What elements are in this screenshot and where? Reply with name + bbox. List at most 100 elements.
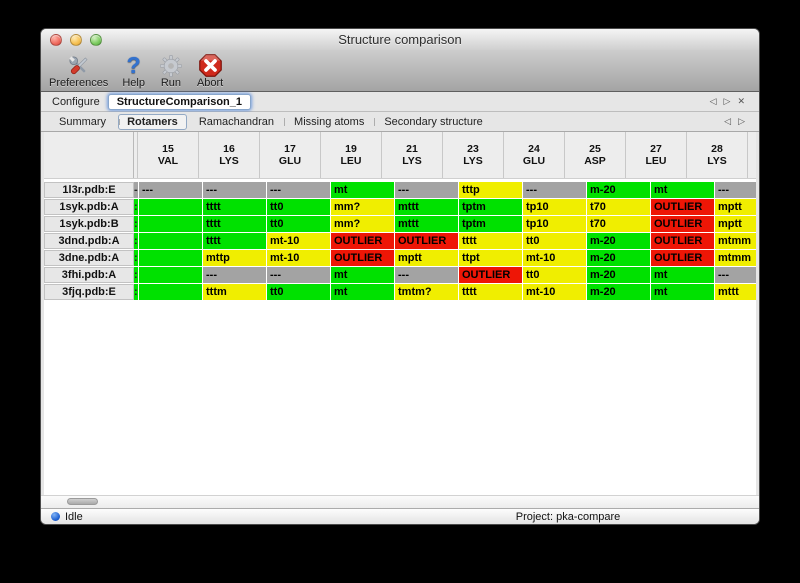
rotamer-cell[interactable]: --- — [715, 267, 756, 283]
rotamer-cell[interactable]: m-20 — [587, 250, 650, 266]
rotamer-cell[interactable]: tptm — [459, 199, 522, 215]
rotamer-cell[interactable]: tt0 — [523, 267, 586, 283]
rotamer-cell[interactable]: --- — [267, 267, 330, 283]
prev-config-icon[interactable]: ◁ — [709, 96, 717, 106]
rotamer-cell[interactable]: tttm — [203, 284, 266, 300]
rotamer-cell[interactable]: tttt — [459, 233, 522, 249]
tab-missing-atoms[interactable]: Missing atoms — [284, 114, 374, 130]
next-config-icon[interactable]: ▷ — [723, 96, 731, 106]
rotamer-cell[interactable]: --- — [395, 182, 458, 198]
rotamer-cell[interactable]: tttt — [203, 216, 266, 232]
rotamer-cell[interactable]: OUTLIER — [395, 233, 458, 249]
zoom-window-button[interactable] — [90, 33, 102, 46]
rotamer-cell[interactable]: mttt — [715, 284, 756, 300]
tab-secondary-structure[interactable]: Secondary structure — [374, 114, 492, 130]
horizontal-scrollbar[interactable] — [41, 495, 759, 508]
rotamer-cell[interactable]: mt — [331, 284, 394, 300]
rotamer-cell[interactable]: tttt — [203, 233, 266, 249]
rotamer-cell[interactable]: tt0 — [523, 233, 586, 249]
rotamer-cell[interactable]: mt-10 — [267, 250, 330, 266]
rotamer-cell[interactable]: tt0 — [267, 284, 330, 300]
column-header[interactable]: 27 LEU — [626, 132, 687, 178]
rotamer-cell[interactable]: m-20 — [587, 233, 650, 249]
rotamer-cell[interactable]: tptm — [459, 216, 522, 232]
configuration-name-field[interactable]: StructureComparison_1 — [107, 93, 252, 110]
tab-ramachandran[interactable]: Ramachandran — [198, 115, 275, 128]
rotamer-cell[interactable]: mt-10 — [267, 233, 330, 249]
rotamer-cell[interactable]: m-20 — [587, 182, 650, 198]
rotamer-cell[interactable]: mt-10 — [523, 284, 586, 300]
row-label[interactable]: 1l3r.pdb:E — [44, 182, 134, 198]
rotamer-cell[interactable]: --- — [523, 182, 586, 198]
rotamer-cell[interactable]: OUTLIER — [651, 199, 714, 215]
rotamer-cell[interactable]: OUTLIER — [331, 233, 394, 249]
rotamer-cell[interactable]: t70 — [587, 199, 650, 215]
rotamer-cell[interactable] — [139, 199, 202, 215]
column-header[interactable]: 21 LYS — [382, 132, 443, 178]
abort-button[interactable]: Abort — [197, 53, 223, 89]
column-header[interactable]: 25 ASP — [565, 132, 626, 178]
next-tab-icon[interactable]: ▷ — [738, 116, 745, 126]
rotamer-cell[interactable]: m-20 — [587, 267, 650, 283]
rotamer-cell[interactable]: mt — [651, 182, 714, 198]
help-button[interactable]: ? Help — [122, 53, 145, 89]
rotamer-cell[interactable]: OUTLIER — [651, 233, 714, 249]
rotamer-cell[interactable]: mm? — [331, 199, 394, 215]
rotamer-cell[interactable]: tp10 — [523, 199, 586, 215]
rotamer-cell[interactable]: OUTLIER — [459, 267, 522, 283]
rotamer-cell[interactable]: mt — [331, 267, 394, 283]
column-header[interactable]: 28 LYS — [687, 132, 748, 178]
column-header[interactable]: 24 GLU — [504, 132, 565, 178]
rotamer-cell[interactable] — [139, 267, 202, 283]
rotamer-cell[interactable]: ttpt — [459, 250, 522, 266]
column-header[interactable]: 15 VAL — [138, 132, 199, 178]
rotamer-cell[interactable]: mt — [651, 284, 714, 300]
close-window-button[interactable] — [50, 33, 62, 46]
rotamer-cell[interactable]: mptt — [715, 216, 756, 232]
rotamer-cell[interactable]: OUTLIER — [331, 250, 394, 266]
rotamer-cell[interactable]: tttt — [459, 284, 522, 300]
tab-summary[interactable]: Summary — [59, 115, 107, 128]
rotamer-cell[interactable]: OUTLIER — [651, 250, 714, 266]
scrollbar-thumb[interactable] — [67, 498, 98, 505]
rotamer-cell[interactable]: --- — [203, 267, 266, 283]
rotamer-cell[interactable]: tt0 — [267, 216, 330, 232]
rotamer-cell[interactable]: tp10 — [523, 216, 586, 232]
rotamer-cell[interactable]: tmtm? — [395, 284, 458, 300]
row-label[interactable]: 3fhi.pdb:A — [44, 267, 134, 283]
prev-tab-icon[interactable]: ◁ — [724, 116, 732, 126]
rotamer-cell[interactable]: mtmm — [715, 233, 756, 249]
rotamer-cell[interactable]: mptt — [715, 199, 756, 215]
rotamer-cell[interactable]: mptt — [395, 250, 458, 266]
rotamer-cell[interactable] — [139, 250, 202, 266]
rotamer-cell[interactable]: mttt — [395, 199, 458, 215]
rotamer-cell[interactable]: --- — [267, 182, 330, 198]
rotamer-cell[interactable]: --- — [139, 182, 202, 198]
rotamer-cell[interactable]: t70 — [587, 216, 650, 232]
rotamer-cell[interactable]: mt — [331, 182, 394, 198]
preferences-button[interactable]: Preferences — [49, 53, 108, 89]
title-bar[interactable]: Structure comparison — [41, 29, 759, 50]
close-config-icon[interactable]: ✕ — [737, 96, 745, 106]
column-header[interactable]: 17 GLU — [260, 132, 321, 178]
rotamer-cell[interactable]: --- — [395, 267, 458, 283]
column-header[interactable]: 23 LYS — [443, 132, 504, 178]
row-label[interactable]: 1syk.pdb:B — [44, 216, 134, 232]
tab-rotamers[interactable]: Rotamers — [118, 113, 187, 130]
rotamer-cell[interactable]: mm? — [331, 216, 394, 232]
run-button[interactable]: Run — [159, 53, 183, 89]
row-label[interactable]: 3dnd.pdb:A — [44, 233, 134, 249]
column-header[interactable]: 19 LEU — [321, 132, 382, 178]
rotamer-cell[interactable]: tttt — [203, 199, 266, 215]
rotamer-cell[interactable] — [139, 216, 202, 232]
rotamer-cell[interactable]: OUTLIER — [651, 216, 714, 232]
row-label[interactable]: 3fjq.pdb:E — [44, 284, 134, 300]
rotamer-cell[interactable]: mttt — [395, 216, 458, 232]
rotamer-cell[interactable]: mttp — [203, 250, 266, 266]
rotamer-cell[interactable] — [139, 284, 202, 300]
rotamer-cell[interactable]: --- — [715, 182, 756, 198]
rotamer-cell[interactable]: mt-10 — [523, 250, 586, 266]
minimize-window-button[interactable] — [70, 33, 82, 46]
column-header[interactable]: 16 LYS — [199, 132, 260, 178]
rotamer-cell[interactable]: mtmm — [715, 250, 756, 266]
